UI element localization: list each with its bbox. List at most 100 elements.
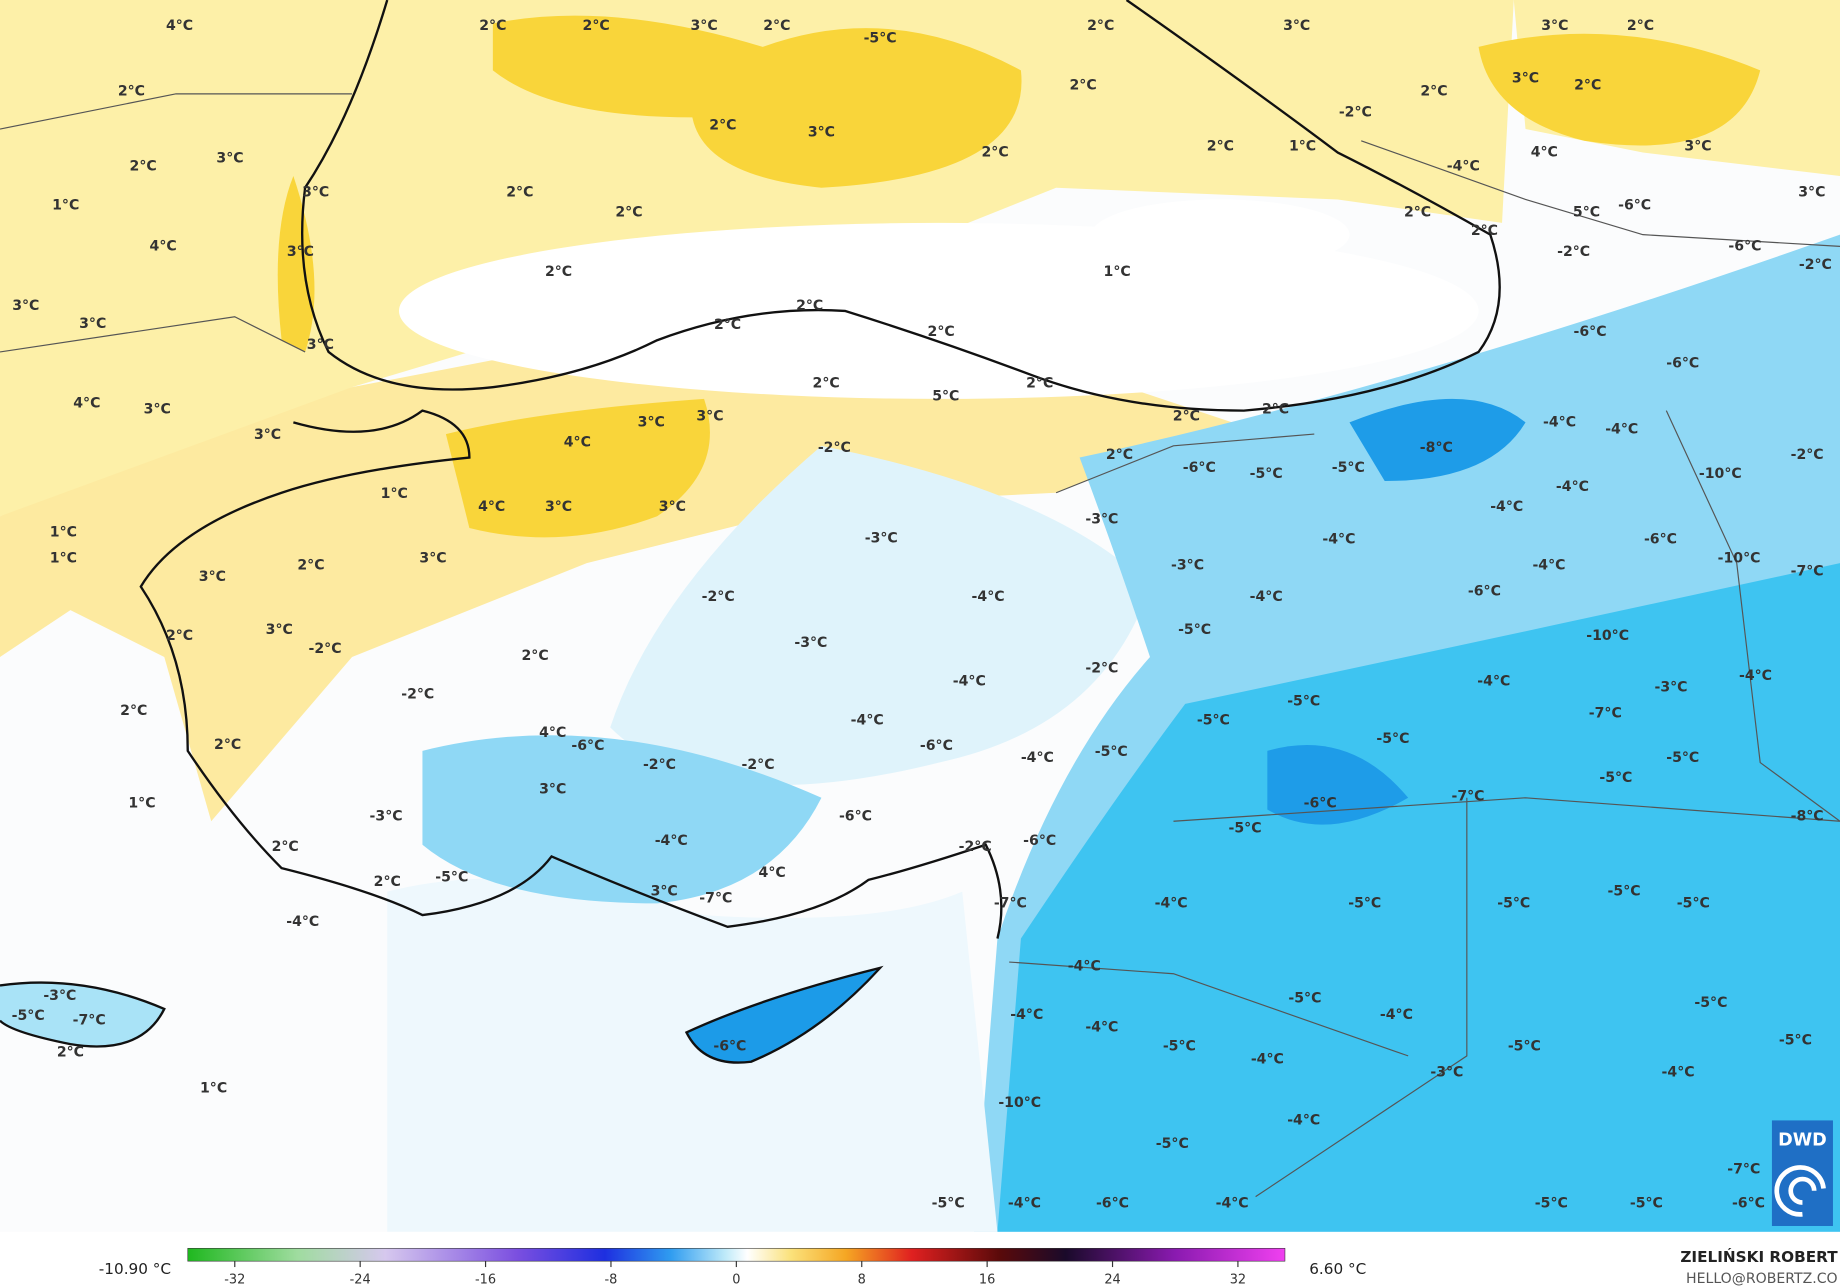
temperature-label: -5°C xyxy=(1288,990,1321,1006)
colorbar-tick-label: -8 xyxy=(605,1272,618,1287)
temperature-label: 3°C xyxy=(266,622,293,638)
temperature-label: -6°C xyxy=(1023,833,1056,849)
temperature-label: 2°C xyxy=(1026,376,1053,392)
temperature-label: 2°C xyxy=(796,298,823,314)
temperature-label: -3°C xyxy=(1430,1064,1463,1080)
temperature-label: -8°C xyxy=(1791,809,1824,825)
temperature-label: -6°C xyxy=(1666,356,1699,372)
temperature-label: 1°C xyxy=(128,796,155,812)
temperature-label: -6°C xyxy=(1096,1196,1129,1212)
temperature-label: -7°C xyxy=(73,1013,106,1029)
temperature-label: 2°C xyxy=(1420,84,1447,100)
temperature-label: 4°C xyxy=(1531,145,1558,161)
temperature-label: 1°C xyxy=(52,197,79,213)
temperature-label: 3°C xyxy=(144,401,171,417)
temperature-label: 2°C xyxy=(615,204,642,220)
temperature-label: -4°C xyxy=(1532,557,1565,573)
coastlines xyxy=(0,0,1501,1064)
temperature-label: 3°C xyxy=(307,337,334,353)
temperature-label: -5°C xyxy=(1250,466,1283,482)
temperature-label: -3°C xyxy=(1085,512,1118,528)
temperature-label: -5°C xyxy=(1229,820,1262,836)
temperature-label: -2°C xyxy=(702,589,735,605)
temperature-label: 3°C xyxy=(12,298,39,314)
temperature-label: -6°C xyxy=(1644,532,1677,548)
temperature-label: -4°C xyxy=(1010,1007,1043,1023)
temperature-label: -7°C xyxy=(994,895,1027,911)
temperature-label: -5°C xyxy=(1508,1038,1541,1054)
temperature-label: 3°C xyxy=(638,414,665,430)
temperature-label: 2°C xyxy=(1262,401,1289,417)
colorbar-tick-label: -32 xyxy=(224,1272,245,1287)
temperature-label: 4°C xyxy=(478,499,505,515)
temperature-label: -5°C xyxy=(1163,1038,1196,1054)
temperature-label: -2°C xyxy=(1791,447,1824,463)
temperature-label: 2°C xyxy=(1627,18,1654,34)
temperature-label: 2°C xyxy=(522,648,549,664)
temperature-label: 2°C xyxy=(130,159,157,175)
temperature-label: 3°C xyxy=(808,125,835,141)
temperature-label: 2°C xyxy=(297,557,324,573)
temperature-label: 2°C xyxy=(545,264,572,280)
temperature-label: -6°C xyxy=(713,1038,746,1054)
temperature-label: 3°C xyxy=(287,244,314,260)
temperature-label: 3°C xyxy=(696,408,723,424)
temperature-label: -2°C xyxy=(401,687,434,703)
temperature-label: -7°C xyxy=(1791,563,1824,579)
temperature-label: 4°C xyxy=(150,238,177,254)
temperature-label: -5°C xyxy=(1677,895,1710,911)
temperature-label: -4°C xyxy=(1008,1196,1041,1212)
temperature-label: 2°C xyxy=(1404,204,1431,220)
temperature-label: 3°C xyxy=(545,499,572,515)
temperature-label: 2°C xyxy=(479,18,506,34)
temperature-label: -3°C xyxy=(1171,557,1204,573)
temperature-label: -4°C xyxy=(972,589,1005,605)
temperature-label: -4°C xyxy=(1380,1007,1413,1023)
temperature-label: -4°C xyxy=(1662,1064,1695,1080)
temperature-label: 2°C xyxy=(714,317,741,333)
temperature-label: 3°C xyxy=(1283,18,1310,34)
logo-swirl xyxy=(1774,1165,1826,1217)
temperature-label: 3°C xyxy=(1798,184,1825,200)
temperature-label: -5°C xyxy=(1779,1033,1812,1049)
temperature-label: -7°C xyxy=(1589,705,1622,721)
temperature-label: -10°C xyxy=(1718,550,1761,566)
temperature-label: 3°C xyxy=(690,18,717,34)
colorbar-tick-label: 16 xyxy=(979,1272,995,1287)
temperature-label: -4°C xyxy=(1490,499,1523,515)
temperature-label: -7°C xyxy=(1727,1162,1760,1178)
temperature-label: -5°C xyxy=(1535,1196,1568,1212)
temperature-label: -4°C xyxy=(286,914,319,930)
colorbar-tick-label: -24 xyxy=(350,1272,371,1287)
temperature-label: -2°C xyxy=(309,641,342,657)
temperature-label: 2°C xyxy=(1087,18,1114,34)
temperature-label: 3°C xyxy=(79,316,106,332)
temperature-label: 4°C xyxy=(539,725,566,741)
temperature-label: -10°C xyxy=(998,1095,1041,1111)
temperature-label: 3°C xyxy=(539,782,566,798)
temperature-label: -2°C xyxy=(818,440,851,456)
temperature-label: 3°C xyxy=(659,499,686,515)
temperature-label: 3°C xyxy=(254,427,281,443)
temperature-label: 3°C xyxy=(1541,18,1568,34)
temperature-label: -2°C xyxy=(1799,257,1832,273)
temperature-label: -5°C xyxy=(932,1196,965,1212)
temperature-label: 3°C xyxy=(199,569,226,585)
temperature-label: -5°C xyxy=(1178,622,1211,638)
temperature-label: -6°C xyxy=(571,738,604,754)
temperature-label: -4°C xyxy=(1739,668,1772,684)
temperature-label: -4°C xyxy=(1477,674,1510,690)
temperature-label: -5°C xyxy=(1608,884,1641,900)
temperature-label: -4°C xyxy=(1068,959,1101,975)
temperature-label: 2°C xyxy=(763,18,790,34)
temperature-label: 4°C xyxy=(73,396,100,412)
temperature-label: -5°C xyxy=(1095,744,1128,760)
temperature-label: 3°C xyxy=(216,150,243,166)
temperature-label: -6°C xyxy=(1468,583,1501,599)
temperature-label: -5°C xyxy=(1287,694,1320,710)
temperature-label: -7°C xyxy=(1452,789,1485,805)
temperature-label: 1°C xyxy=(1289,139,1316,155)
temperature-label: -5°C xyxy=(1630,1196,1663,1212)
